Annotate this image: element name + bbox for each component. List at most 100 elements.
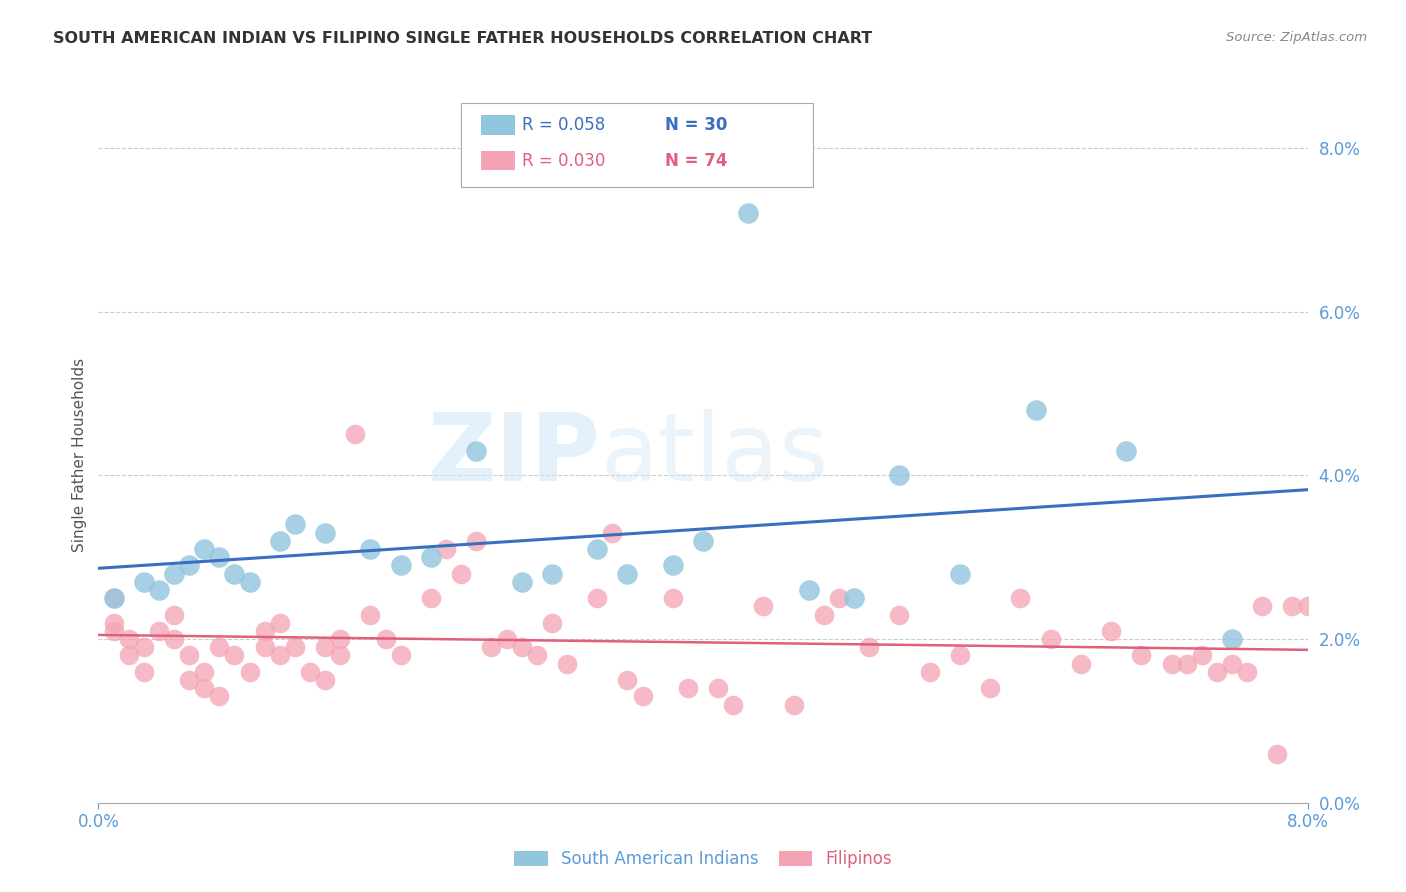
- Point: [163, 566, 186, 581]
- Point: [148, 582, 170, 597]
- Point: [163, 632, 186, 646]
- Text: N = 30: N = 30: [665, 116, 727, 134]
- Point: [602, 525, 624, 540]
- Point: [1220, 657, 1243, 671]
- Point: [329, 648, 352, 663]
- Y-axis label: Single Father Households: Single Father Households: [72, 358, 87, 552]
- Point: [1296, 599, 1319, 614]
- Point: [179, 648, 201, 663]
- Point: [1191, 648, 1213, 663]
- Point: [586, 591, 609, 606]
- Point: [360, 607, 382, 622]
- Point: [103, 624, 125, 638]
- Point: [889, 468, 911, 483]
- Point: [118, 648, 141, 663]
- Point: [752, 599, 775, 614]
- Point: [329, 632, 352, 646]
- Text: N = 74: N = 74: [665, 152, 727, 169]
- Point: [844, 591, 866, 606]
- Point: [132, 665, 155, 679]
- Point: [314, 640, 336, 655]
- Point: [1010, 591, 1032, 606]
- Point: [949, 648, 972, 663]
- Point: [450, 566, 472, 581]
- Point: [465, 533, 488, 548]
- Point: [103, 591, 125, 606]
- Point: [374, 632, 396, 646]
- Point: [284, 640, 307, 655]
- Point: [1070, 657, 1092, 671]
- Point: [103, 615, 125, 630]
- Point: [510, 574, 533, 589]
- Point: [616, 673, 638, 687]
- Point: [1025, 403, 1047, 417]
- Point: [707, 681, 730, 696]
- Point: [783, 698, 806, 712]
- Point: [224, 566, 246, 581]
- Point: [193, 542, 215, 557]
- Point: [179, 673, 201, 687]
- Point: [1039, 632, 1062, 646]
- Text: SOUTH AMERICAN INDIAN VS FILIPINO SINGLE FATHER HOUSEHOLDS CORRELATION CHART: SOUTH AMERICAN INDIAN VS FILIPINO SINGLE…: [53, 31, 873, 46]
- Point: [797, 582, 820, 597]
- Point: [344, 427, 367, 442]
- Point: [179, 558, 201, 573]
- Point: [949, 566, 972, 581]
- Point: [737, 206, 759, 220]
- Point: [253, 624, 276, 638]
- Point: [1130, 648, 1153, 663]
- Text: R = 0.058: R = 0.058: [522, 116, 605, 134]
- Point: [1099, 624, 1122, 638]
- Point: [692, 533, 714, 548]
- Point: [103, 591, 125, 606]
- Point: [1206, 665, 1229, 679]
- Point: [662, 591, 685, 606]
- Point: [813, 607, 835, 622]
- Point: [269, 615, 291, 630]
- Point: [420, 550, 443, 565]
- Point: [526, 648, 548, 663]
- Point: [979, 681, 1001, 696]
- Point: [420, 591, 443, 606]
- Point: [269, 648, 291, 663]
- Point: [299, 665, 322, 679]
- Point: [360, 542, 382, 557]
- Point: [269, 533, 291, 548]
- Point: [132, 574, 155, 589]
- Point: [858, 640, 880, 655]
- Point: [723, 698, 745, 712]
- Text: R = 0.030: R = 0.030: [522, 152, 605, 169]
- Text: ZIP: ZIP: [427, 409, 600, 501]
- Point: [495, 632, 517, 646]
- Point: [163, 607, 186, 622]
- Point: [889, 607, 911, 622]
- Point: [510, 640, 533, 655]
- Point: [662, 558, 685, 573]
- Point: [828, 591, 851, 606]
- Point: [314, 673, 336, 687]
- Point: [1267, 747, 1289, 761]
- Text: atlas: atlas: [600, 409, 828, 501]
- Point: [389, 648, 412, 663]
- Point: [586, 542, 609, 557]
- Point: [148, 624, 170, 638]
- Point: [208, 690, 231, 704]
- Point: [1251, 599, 1274, 614]
- Point: [918, 665, 941, 679]
- Point: [284, 517, 307, 532]
- Point: [541, 615, 564, 630]
- Legend: South American Indians, Filipinos: South American Indians, Filipinos: [508, 843, 898, 874]
- Point: [193, 665, 215, 679]
- Point: [193, 681, 215, 696]
- Point: [481, 640, 503, 655]
- Point: [389, 558, 412, 573]
- Point: [1220, 632, 1243, 646]
- Point: [434, 542, 457, 557]
- Point: [314, 525, 336, 540]
- Point: [208, 550, 231, 565]
- Point: [631, 690, 654, 704]
- Point: [616, 566, 638, 581]
- Point: [1236, 665, 1258, 679]
- Point: [118, 632, 141, 646]
- Point: [132, 640, 155, 655]
